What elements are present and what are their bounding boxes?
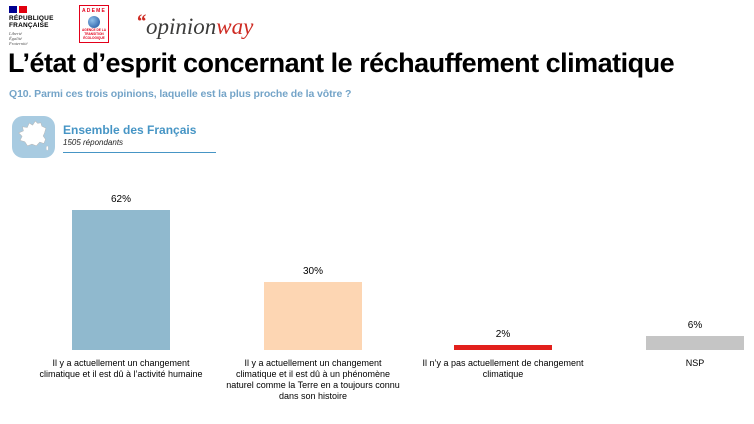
page-title: L’état d’esprit concernant le réchauffem… [8, 48, 675, 78]
bar-category-label-3: Il n’y a pas actuellement de changement … [422, 358, 584, 379]
segment-label: Ensemble des Français [63, 123, 197, 137]
bar-value-label-4: 6% [687, 320, 703, 331]
bar-3 [454, 345, 552, 350]
ademe-tagline: AGENCE DE LA TRANSITION ÉCOLOGIQUE [81, 28, 107, 40]
gov-motto: Liberté Égalité Fraternité [9, 31, 28, 46]
bar-category-label-1: Il y a actuellement un changement climat… [39, 358, 203, 379]
france-map-icon [12, 116, 55, 158]
bar-category-label-2: Il y a actuellement un changement climat… [226, 358, 400, 401]
ademe-logo: ADEME AGENCE DE LA TRANSITION ÉCOLOGIQUE [79, 5, 109, 43]
gov-name-line1: RÉPUBLIQUE [9, 15, 54, 22]
segment-badge: Ensemble des Français 1505 répondants [12, 116, 216, 158]
segment-text: Ensemble des Français 1505 répondants [63, 116, 216, 153]
republique-francaise-logo: RÉPUBLIQUE FRANÇAISE Liberté Égalité Fra… [9, 6, 69, 46]
gov-name-line2: FRANÇAISE [9, 22, 49, 29]
bar-value-label-3: 2% [495, 329, 511, 340]
bar-2 [264, 282, 362, 350]
quote-mark-icon: “ [136, 11, 146, 33]
segment-respondents: 1505 répondants [63, 138, 124, 147]
bar-1 [72, 210, 170, 350]
ademe-logo-text: ADEME [81, 8, 107, 14]
bar-value-label-1: 62% [110, 194, 131, 205]
opinionway-logo: “opinionway [136, 11, 254, 39]
globe-icon [88, 16, 100, 28]
question-text: Q10. Parmi ces trois opinions, laquelle … [9, 88, 352, 100]
bar-category-label-4: NSP [685, 358, 705, 368]
bar-value-label-2: 30% [302, 266, 323, 277]
bar-chart: 62% Il y a actuellement un changement cli… [0, 180, 754, 424]
french-flag-icon [9, 6, 69, 13]
gov-logo-name: RÉPUBLIQUE FRANÇAISE [9, 15, 69, 29]
bar-4 [646, 336, 744, 350]
